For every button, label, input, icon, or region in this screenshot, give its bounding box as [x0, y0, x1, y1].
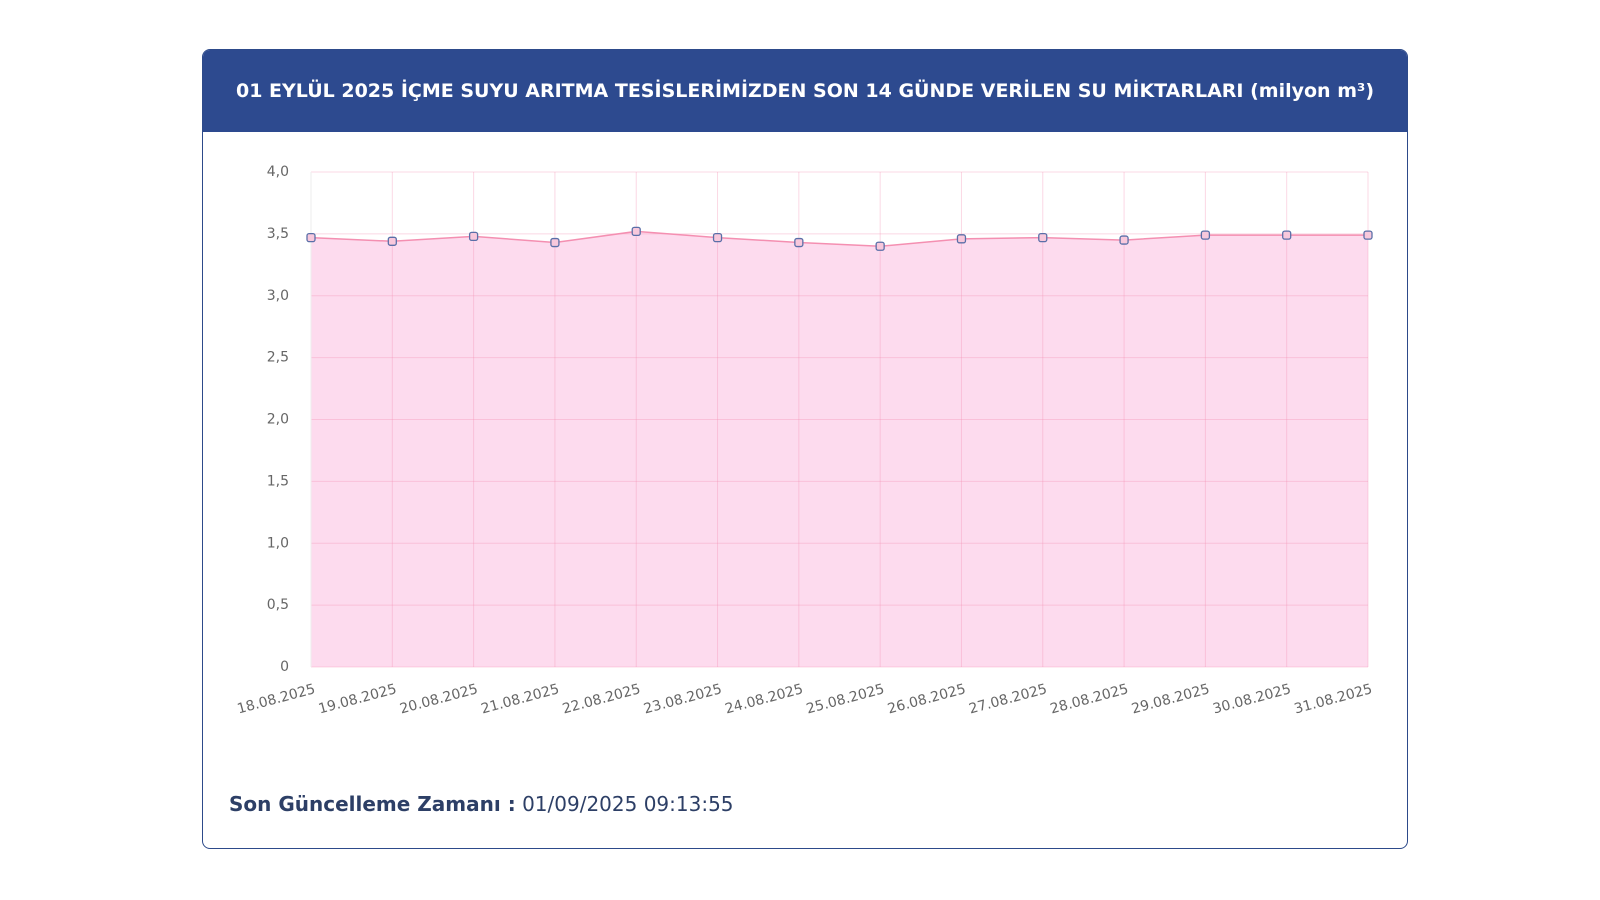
- footer-label: Son Güncelleme Zamanı :: [229, 792, 516, 816]
- x-tick-label: 21.08.2025: [479, 681, 561, 717]
- x-tick-label: 25.08.2025: [805, 681, 887, 717]
- x-tick-label: 23.08.2025: [642, 681, 724, 717]
- area: [311, 231, 1368, 667]
- footer-value: 01/09/2025 09:13:55: [522, 792, 734, 816]
- point: [468, 231, 479, 242]
- x-tick-label: 27.08.2025: [967, 681, 1049, 717]
- y-tick-label: 4,0: [267, 164, 289, 180]
- x-tick-label: 22.08.2025: [561, 681, 643, 717]
- y-tick-label: 3,5: [267, 226, 289, 242]
- y-tick-label: 0: [280, 659, 289, 675]
- footer: Son Güncelleme Zamanı : 01/09/2025 09:13…: [229, 792, 734, 816]
- point: [1119, 235, 1129, 245]
- point: [306, 232, 316, 243]
- point: [550, 237, 560, 248]
- x-tick-label: 19.08.2025: [317, 681, 399, 717]
- x-tick-label: 18.08.2025: [235, 681, 317, 717]
- y-tick-label: 3,0: [267, 288, 289, 304]
- point: [794, 237, 804, 248]
- point: [1282, 230, 1292, 240]
- point: [1363, 230, 1373, 240]
- point: [631, 226, 641, 237]
- line: [310, 230, 1368, 248]
- point: [956, 234, 967, 244]
- y-tick-label: 0,5: [267, 597, 289, 613]
- x-tick-label: 20.08.2025: [398, 681, 480, 717]
- point: [387, 236, 397, 246]
- y-tick-label: 2,5: [267, 350, 289, 366]
- x-tick-label: 30.08.2025: [1211, 681, 1293, 717]
- y-tick-label: 1,5: [267, 473, 289, 489]
- y-tick-label: 2,0: [267, 412, 289, 428]
- point: [875, 241, 885, 251]
- point: [1200, 230, 1211, 240]
- point: [1038, 232, 1048, 243]
- x-tick-label: 26.08.2025: [886, 681, 968, 717]
- x-tick-label: 24.08.2025: [723, 681, 805, 717]
- x-tick-label: 28.08.2025: [1049, 681, 1131, 717]
- x-tick-label: 31.08.2025: [1292, 681, 1374, 717]
- card: 01 EYLÜL 2025 İÇME SUYU ARITMA TESİSLERİ…: [202, 49, 1408, 849]
- y-tick-label: 1,0: [267, 535, 289, 551]
- chart-title: 01 EYLÜL 2025 İÇME SUYU ARITMA TESİSLERİ…: [203, 50, 1407, 132]
- point: [712, 232, 723, 243]
- x-tick-label: 29.08.2025: [1130, 681, 1212, 717]
